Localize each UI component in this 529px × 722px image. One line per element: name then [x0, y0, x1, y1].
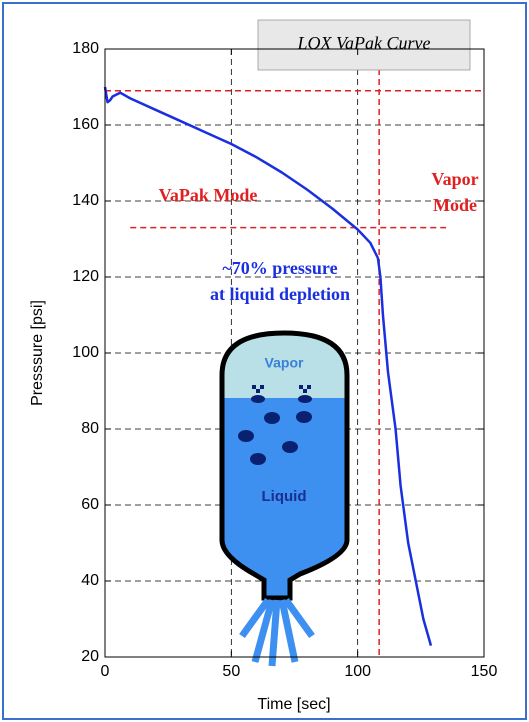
- x-tick-label: 100: [344, 663, 371, 680]
- x-tick-label: 150: [471, 663, 498, 680]
- y-tick-label: 100: [72, 344, 99, 361]
- depletion-label: ~70% pressure: [222, 258, 337, 278]
- bubbles: [238, 385, 312, 465]
- x-tick-label: 50: [222, 663, 240, 680]
- vapak-mode-label: VaPak Mode: [159, 185, 258, 205]
- y-tick-label: 80: [81, 420, 99, 437]
- y-tick-label: 60: [81, 496, 99, 513]
- tank: Vapor Liquid: [219, 330, 350, 667]
- tank-outline: [219, 330, 350, 601]
- vapor-mode-label: Vapor: [431, 169, 478, 189]
- x-axis-label: Time [sec]: [257, 696, 330, 713]
- title-box: [257, 19, 471, 71]
- vapor-mode-label: Mode: [433, 195, 477, 215]
- y-tick-label: 160: [72, 116, 99, 133]
- curve-layer: [103, 86, 433, 646]
- liquid-label: Liquid: [262, 488, 307, 505]
- reference-lines: [105, 49, 484, 657]
- y-tick-label: 20: [81, 648, 99, 665]
- depletion-label: at liquid depletion: [210, 284, 350, 304]
- spray: [239, 597, 315, 667]
- y-axis-label: Presssure [psi]: [29, 300, 46, 406]
- x-tick-label: 0: [101, 663, 110, 680]
- vapor-fill: [222, 333, 347, 398]
- y-tick-label: 140: [72, 192, 99, 209]
- y-tick-label: 180: [72, 40, 99, 57]
- y-tick-label: 40: [81, 572, 99, 589]
- y-tick-label: 120: [72, 268, 99, 285]
- vapor-label: Vapor: [265, 355, 304, 371]
- chart-title: LOX VaPak Curve: [297, 33, 431, 53]
- axes: 20 40 60 80 100 120 140 160 180 0 50 100 150: [72, 40, 497, 680]
- pressure-curve: [103, 86, 433, 646]
